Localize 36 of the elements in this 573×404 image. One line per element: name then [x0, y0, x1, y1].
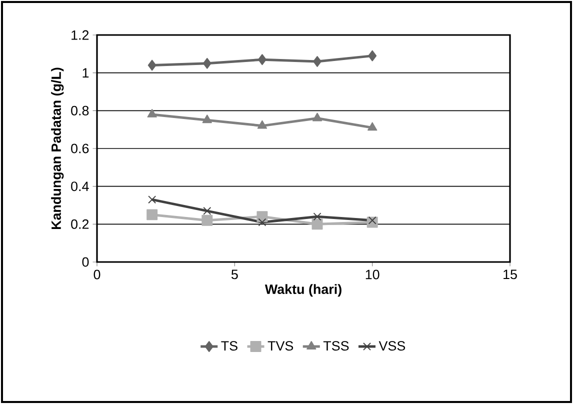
y-tick-label: 1 [82, 68, 89, 78]
y-axis-title: Kandungan Padatan (g/L) [51, 68, 64, 230]
point [313, 56, 322, 67]
point [313, 212, 322, 221]
point [368, 122, 378, 131]
y-tick-label: 0.4 [71, 182, 89, 192]
point [148, 196, 156, 204]
y-tick-label: 0 [82, 257, 89, 267]
y-tick-label: 0.2 [71, 219, 89, 229]
x-tick-label: 5 [231, 270, 238, 280]
point [257, 120, 268, 129]
point [148, 60, 156, 71]
legend-label: TS [221, 341, 238, 351]
point [258, 54, 266, 66]
point [202, 58, 212, 69]
point [202, 114, 212, 124]
point [256, 211, 268, 222]
x-tick-label: 10 [366, 270, 380, 280]
x-tick-label: 0 [94, 270, 100, 280]
point [312, 218, 323, 230]
point [147, 108, 157, 118]
point [202, 214, 213, 226]
legend-label: TVS [268, 341, 294, 351]
point [203, 206, 212, 215]
legend-label: VSS [378, 341, 406, 351]
x-axis-title: Waktu (hari) [264, 284, 342, 297]
y-tick-label: 0.8 [71, 106, 89, 116]
legend-label: TSS [323, 341, 349, 351]
x-tick-label: 15 [504, 270, 517, 280]
point [312, 112, 322, 122]
point [146, 209, 158, 220]
y-tick-label: 0.6 [71, 144, 89, 154]
point [258, 218, 266, 226]
y-tick-label: 1.2 [72, 30, 89, 40]
point [368, 216, 376, 224]
point [368, 50, 377, 62]
